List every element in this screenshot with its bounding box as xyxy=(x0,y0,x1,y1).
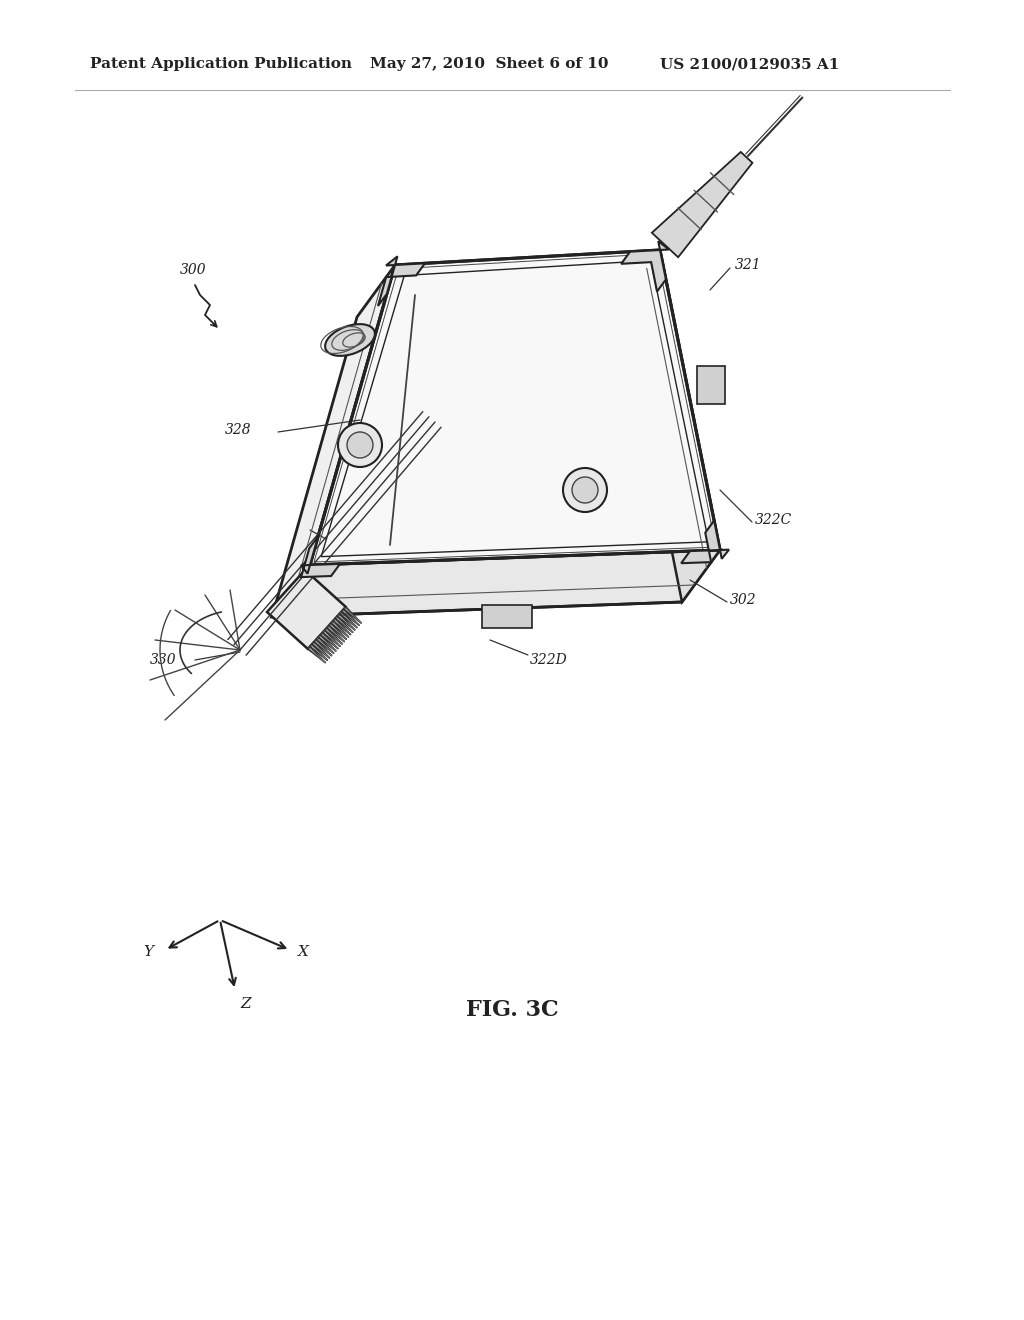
Polygon shape xyxy=(322,260,709,557)
Text: X: X xyxy=(298,945,309,960)
Polygon shape xyxy=(622,249,720,602)
Polygon shape xyxy=(681,520,729,564)
Ellipse shape xyxy=(325,325,375,356)
Text: 321: 321 xyxy=(735,257,762,272)
Polygon shape xyxy=(272,550,720,616)
Polygon shape xyxy=(272,265,395,616)
Circle shape xyxy=(563,469,607,512)
Text: 330: 330 xyxy=(150,653,176,667)
Text: 320: 320 xyxy=(545,363,571,378)
Text: Z: Z xyxy=(240,997,251,1011)
Circle shape xyxy=(338,422,382,467)
Polygon shape xyxy=(652,152,753,257)
Text: May 27, 2010  Sheet 6 of 10: May 27, 2010 Sheet 6 of 10 xyxy=(370,57,608,71)
Polygon shape xyxy=(267,570,346,649)
Text: 322D: 322D xyxy=(530,653,567,667)
Text: 302: 302 xyxy=(730,593,757,607)
Circle shape xyxy=(572,477,598,503)
Text: 322C: 322C xyxy=(755,513,793,527)
Polygon shape xyxy=(378,256,425,306)
Circle shape xyxy=(347,432,373,458)
Text: 314: 314 xyxy=(345,539,372,552)
Text: Patent Application Publication: Patent Application Publication xyxy=(90,57,352,71)
Text: FIG. 3C: FIG. 3C xyxy=(466,999,558,1020)
Polygon shape xyxy=(482,605,532,627)
Text: US 2100/0129035 A1: US 2100/0129035 A1 xyxy=(660,57,840,71)
Text: Y: Y xyxy=(143,945,154,960)
Polygon shape xyxy=(697,366,725,404)
Polygon shape xyxy=(622,242,669,292)
Text: 328: 328 xyxy=(225,422,252,437)
Polygon shape xyxy=(310,249,720,565)
Text: 300: 300 xyxy=(180,263,207,277)
Polygon shape xyxy=(301,536,340,577)
